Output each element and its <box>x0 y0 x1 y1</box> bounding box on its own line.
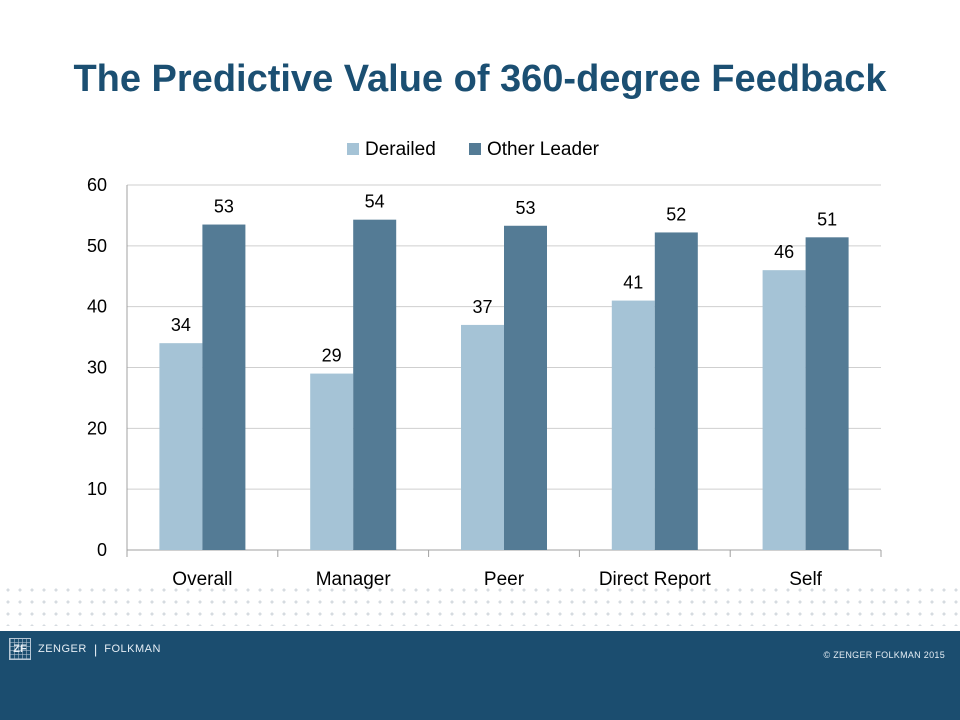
data-label: 51 <box>817 209 837 229</box>
y-tick-label: 40 <box>87 297 107 317</box>
bar-chart: 01020304050603453Overall2954Manager3753P… <box>87 139 882 590</box>
legend-swatch <box>347 143 359 155</box>
legend-label: Other Leader <box>487 139 600 160</box>
data-label: 52 <box>666 204 686 224</box>
logo-separator: | <box>93 641 98 657</box>
bar-other-leader <box>202 224 246 550</box>
copyright-notice: © ZENGER FOLKMAN 2015 <box>823 650 945 660</box>
data-label: 53 <box>515 198 535 218</box>
bar-other-leader <box>654 232 698 550</box>
bar-derailed <box>461 324 504 550</box>
data-label: 46 <box>774 242 794 262</box>
data-label: 53 <box>214 197 234 217</box>
logo-text-zenger: ZENGER <box>38 643 87 655</box>
data-label: 34 <box>171 315 191 335</box>
bar-derailed <box>611 300 655 550</box>
legend-label: Derailed <box>365 139 436 160</box>
legend-swatch <box>469 143 481 155</box>
y-tick-label: 20 <box>87 418 107 438</box>
y-tick-label: 10 <box>87 479 107 499</box>
y-tick-label: 0 <box>97 540 107 560</box>
bar-other-leader <box>504 225 547 550</box>
y-tick-label: 60 <box>87 175 107 195</box>
logo-mark-icon: ZF <box>9 638 31 660</box>
bar-other-leader <box>353 219 397 551</box>
y-tick-label: 30 <box>87 358 107 378</box>
bar-derailed <box>310 373 354 550</box>
data-label: 37 <box>472 297 492 317</box>
logo-text-folkman: FOLKMAN <box>104 643 161 655</box>
bar-derailed <box>159 343 203 550</box>
dot-pattern <box>0 582 960 626</box>
company-logo: ZF ZENGER | FOLKMAN <box>9 638 161 660</box>
page-title: The Predictive Value of 360-degree Feedb… <box>73 58 887 100</box>
data-label: 29 <box>322 346 342 366</box>
bar-other-leader <box>805 237 849 551</box>
footer-bar: ZF ZENGER | FOLKMAN © ZENGER FOLKMAN 201… <box>0 631 960 720</box>
bar-derailed <box>762 270 806 550</box>
data-label: 54 <box>365 192 385 212</box>
data-label: 41 <box>623 273 643 293</box>
y-tick-label: 50 <box>87 236 107 256</box>
